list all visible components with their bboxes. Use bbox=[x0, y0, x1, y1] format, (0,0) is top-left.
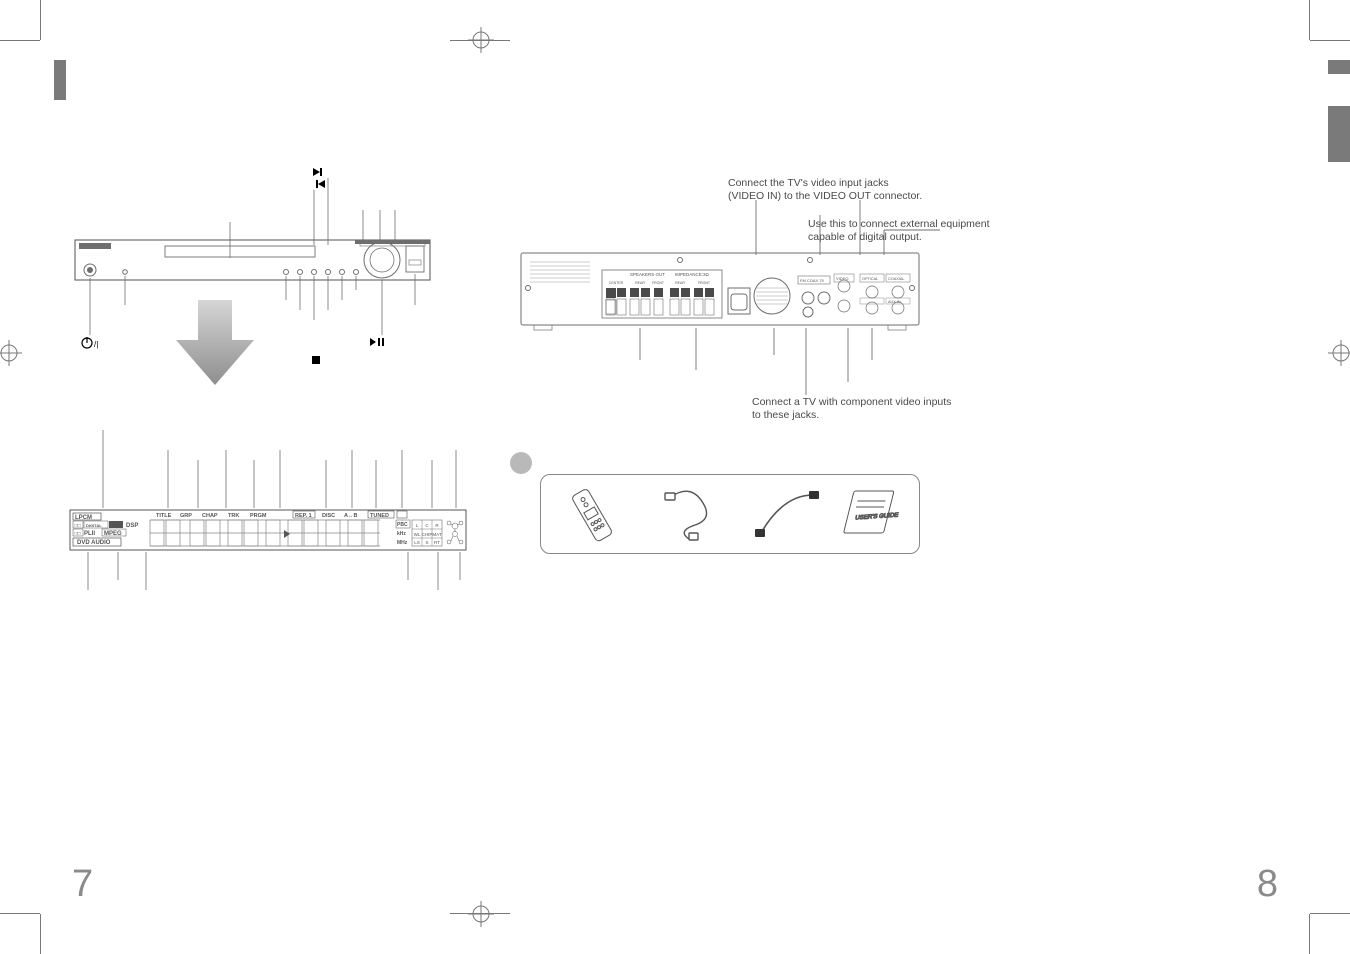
disp-mpeg: MPEG bbox=[104, 531, 122, 537]
registration-mark bbox=[468, 901, 494, 927]
callout-component: Connect a TV with component video inputs… bbox=[752, 396, 982, 422]
svg-text:IMPEDANCE:3Ω: IMPEDANCE:3Ω bbox=[675, 272, 710, 277]
svg-text:L: L bbox=[416, 523, 419, 528]
crop-mark bbox=[0, 40, 40, 41]
section-marker-dot bbox=[510, 452, 532, 474]
disp-lpcm: LPCM bbox=[75, 515, 92, 521]
crop-mark bbox=[1309, 0, 1310, 40]
svg-text:/|: /| bbox=[94, 340, 98, 349]
crop-mark bbox=[40, 0, 41, 40]
registration-mark bbox=[1328, 340, 1350, 366]
disp-plii: PLII bbox=[84, 531, 95, 537]
side-tab bbox=[1328, 106, 1350, 162]
page-number-left: 7 bbox=[72, 863, 93, 906]
svg-text:CHIP: CHIP bbox=[422, 532, 433, 537]
svg-text:FRONT: FRONT bbox=[698, 281, 711, 285]
svg-text:TRK: TRK bbox=[228, 513, 239, 519]
svg-text:PBC: PBC bbox=[397, 522, 408, 528]
registration-mark bbox=[0, 340, 22, 366]
callout-digital-out: Use this to connect external equipment c… bbox=[808, 218, 1028, 244]
svg-text:OPTICAL: OPTICAL bbox=[862, 277, 878, 281]
registration-mark bbox=[468, 27, 494, 53]
side-tab bbox=[1328, 60, 1350, 74]
side-tab bbox=[54, 60, 66, 100]
callout-video-in: Connect the TV's video input jacks (VIDE… bbox=[728, 177, 948, 203]
svg-text:GRP: GRP bbox=[180, 513, 192, 519]
svg-text:kHz: kHz bbox=[397, 531, 406, 537]
display-panel-figure: LPCM □□ DIGITAL DSP □□ PLII MPEG DVD AUD… bbox=[68, 430, 468, 610]
crop-mark bbox=[1309, 914, 1310, 954]
crop-mark bbox=[40, 914, 41, 954]
accessories-box: USER'S GUIDE bbox=[540, 474, 920, 554]
crop-mark bbox=[1310, 40, 1350, 41]
svg-text:C: C bbox=[425, 523, 429, 528]
svg-text:S: S bbox=[425, 540, 428, 545]
arrow-down-icon bbox=[170, 300, 260, 395]
svg-text:□□: □□ bbox=[75, 523, 81, 529]
svg-text:AUX IN: AUX IN bbox=[888, 300, 901, 304]
svg-text:DIGITAL: DIGITAL bbox=[86, 523, 102, 528]
accessory-remote-icon bbox=[561, 483, 631, 545]
svg-text:DISC: DISC bbox=[322, 513, 335, 519]
svg-text:TITLE: TITLE bbox=[156, 513, 172, 519]
svg-text:CENTER: CENTER bbox=[609, 281, 624, 285]
svg-text:R: R bbox=[435, 523, 439, 528]
svg-text:MAT: MAT bbox=[432, 532, 441, 537]
svg-text:REAR: REAR bbox=[635, 281, 645, 285]
svg-text:COAXIAL: COAXIAL bbox=[888, 277, 904, 281]
svg-text:FM COAX 75: FM COAX 75 bbox=[800, 278, 825, 283]
svg-text:A↔B: A↔B bbox=[344, 513, 357, 519]
accessory-video-cable-icon bbox=[753, 485, 823, 543]
svg-text:□□: □□ bbox=[75, 531, 81, 537]
accessory-manual-icon: USER'S GUIDE bbox=[841, 487, 905, 539]
svg-text:VIDEO: VIDEO bbox=[836, 276, 848, 281]
svg-text:MHz: MHz bbox=[397, 540, 408, 546]
svg-text:CHAP: CHAP bbox=[202, 513, 218, 519]
rear-panel-figure: SPEAKERS OUT IMPEDANCE:3Ω bbox=[520, 248, 920, 338]
svg-text:REAR: REAR bbox=[675, 281, 685, 285]
svg-text:SPEAKERS OUT: SPEAKERS OUT bbox=[630, 272, 665, 277]
crop-mark bbox=[1310, 913, 1350, 914]
svg-text:REP. 1: REP. 1 bbox=[295, 513, 312, 519]
disp-dsp: DSP bbox=[126, 523, 138, 529]
svg-text:TUNED: TUNED bbox=[370, 513, 389, 519]
page-number-right: 8 bbox=[1257, 863, 1278, 906]
svg-text:LS: LS bbox=[414, 540, 420, 545]
manual-spread: /| bbox=[0, 0, 1350, 954]
svg-text:RT: RT bbox=[434, 540, 440, 545]
svg-text:WL: WL bbox=[414, 532, 421, 537]
svg-text:PRGM: PRGM bbox=[250, 513, 267, 519]
disp-dvdaudio: DVD AUDIO bbox=[77, 540, 111, 546]
crop-mark bbox=[0, 913, 40, 914]
accessory-usb-cable-icon bbox=[661, 485, 731, 543]
svg-text:FRONT: FRONT bbox=[652, 281, 665, 285]
